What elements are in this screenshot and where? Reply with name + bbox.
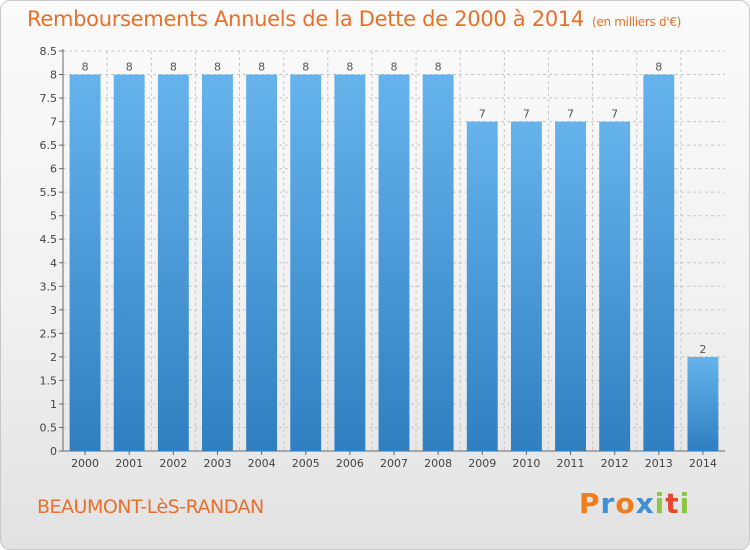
data-label: 8 xyxy=(435,61,442,74)
data-label: 8 xyxy=(126,61,133,74)
place-name: BEAUMONT-LèS-RANDAN xyxy=(37,496,264,518)
bar xyxy=(69,74,101,451)
logo-letter: o xyxy=(615,487,636,520)
data-label: 7 xyxy=(479,108,486,121)
x-tick-label: 2008 xyxy=(424,457,452,470)
logo-letter: P xyxy=(579,487,601,520)
bar xyxy=(334,74,366,451)
data-label: 8 xyxy=(170,61,177,74)
bar xyxy=(687,356,719,451)
chart-title: Remboursements Annuels de la Dette de 20… xyxy=(27,7,681,31)
data-label: 8 xyxy=(346,61,353,74)
bar xyxy=(202,74,233,451)
x-tick-label: 2012 xyxy=(601,457,629,470)
y-tick-label: 5 xyxy=(50,210,57,223)
x-tick-label: 2014 xyxy=(689,457,717,470)
x-tick-label: 2009 xyxy=(468,457,496,470)
logo-letter: i xyxy=(679,487,691,520)
x-tick-label: 2013 xyxy=(645,457,673,470)
y-tick-label: 0.5 xyxy=(40,421,58,434)
y-tick-label: 3 xyxy=(50,304,57,317)
data-label: 7 xyxy=(523,108,530,121)
bar xyxy=(113,74,145,451)
x-tick-label: 2000 xyxy=(71,457,99,470)
x-tick-label: 2011 xyxy=(557,457,585,470)
bar xyxy=(246,74,278,451)
x-tick-label: 2006 xyxy=(336,457,364,470)
y-tick-label: 2.5 xyxy=(40,327,58,340)
bar xyxy=(290,74,322,451)
data-label: 8 xyxy=(258,61,265,74)
bars xyxy=(69,74,719,452)
y-tick-label: 7 xyxy=(50,116,57,129)
y-tick-label: 3.5 xyxy=(40,280,58,293)
x-tick-label: 2007 xyxy=(380,457,408,470)
y-tick-label: 8 xyxy=(50,69,57,82)
data-labels: 8 8 8 8 8 8 8 8 8 7 7 7 7 8 2 xyxy=(82,61,707,356)
logo-letter: t xyxy=(665,487,680,520)
proxiti-logo: Proxiti xyxy=(579,487,690,520)
data-label: 8 xyxy=(655,61,662,74)
y-tick-label: 4.5 xyxy=(40,233,58,246)
bar xyxy=(555,121,586,452)
y-tick-label: 6 xyxy=(50,163,57,176)
y-tick-label: 2 xyxy=(50,351,57,364)
data-label: 8 xyxy=(391,61,398,74)
y-tick-label: 1 xyxy=(50,398,57,411)
data-label: 8 xyxy=(302,61,309,74)
chart-title-text: Remboursements Annuels de la Dette de 20… xyxy=(27,7,584,31)
bar xyxy=(157,74,189,451)
x-tick-label: 2001 xyxy=(115,457,143,470)
x-tick-label: 2010 xyxy=(512,457,540,470)
chart-subtitle: (en milliers d'€) xyxy=(592,15,682,29)
y-tick-label: 6.5 xyxy=(40,139,58,152)
bar xyxy=(466,121,498,452)
x-tick-labels: 2000 2001 2002 2003 2004 2005 2006 2007 2008 2009… xyxy=(71,457,717,470)
y-tick-labels: 0 0.5 1 1.5 2 2.5 3 3.5 4 4.5 5 5.5 6 6.5 7 7.5 8 8.5 xyxy=(40,45,58,458)
logo-letter: r xyxy=(600,487,616,520)
data-label: 7 xyxy=(567,108,574,121)
data-label: 7 xyxy=(611,108,618,121)
bar xyxy=(422,74,454,451)
y-tick-label: 1.5 xyxy=(40,374,58,387)
y-tick-label: 4 xyxy=(50,257,57,270)
data-label: 2 xyxy=(699,343,706,356)
data-label: 8 xyxy=(82,61,89,74)
y-tick-label: 7.5 xyxy=(40,92,58,105)
bar xyxy=(510,121,542,452)
x-tick-label: 2002 xyxy=(159,457,187,470)
x-tick-label: 2005 xyxy=(292,457,320,470)
y-tick-label: 8.5 xyxy=(40,45,58,58)
data-label: 8 xyxy=(214,61,221,74)
logo-letter: x xyxy=(635,487,655,520)
y-tick-label: 0 xyxy=(50,445,57,458)
bar xyxy=(599,121,631,452)
y-tick-label: 5.5 xyxy=(40,186,58,199)
x-tick-label: 2004 xyxy=(248,457,276,470)
logo-letter: i xyxy=(654,487,666,520)
bar xyxy=(643,74,675,451)
x-tick-label: 2003 xyxy=(203,457,231,470)
bar xyxy=(378,74,410,451)
